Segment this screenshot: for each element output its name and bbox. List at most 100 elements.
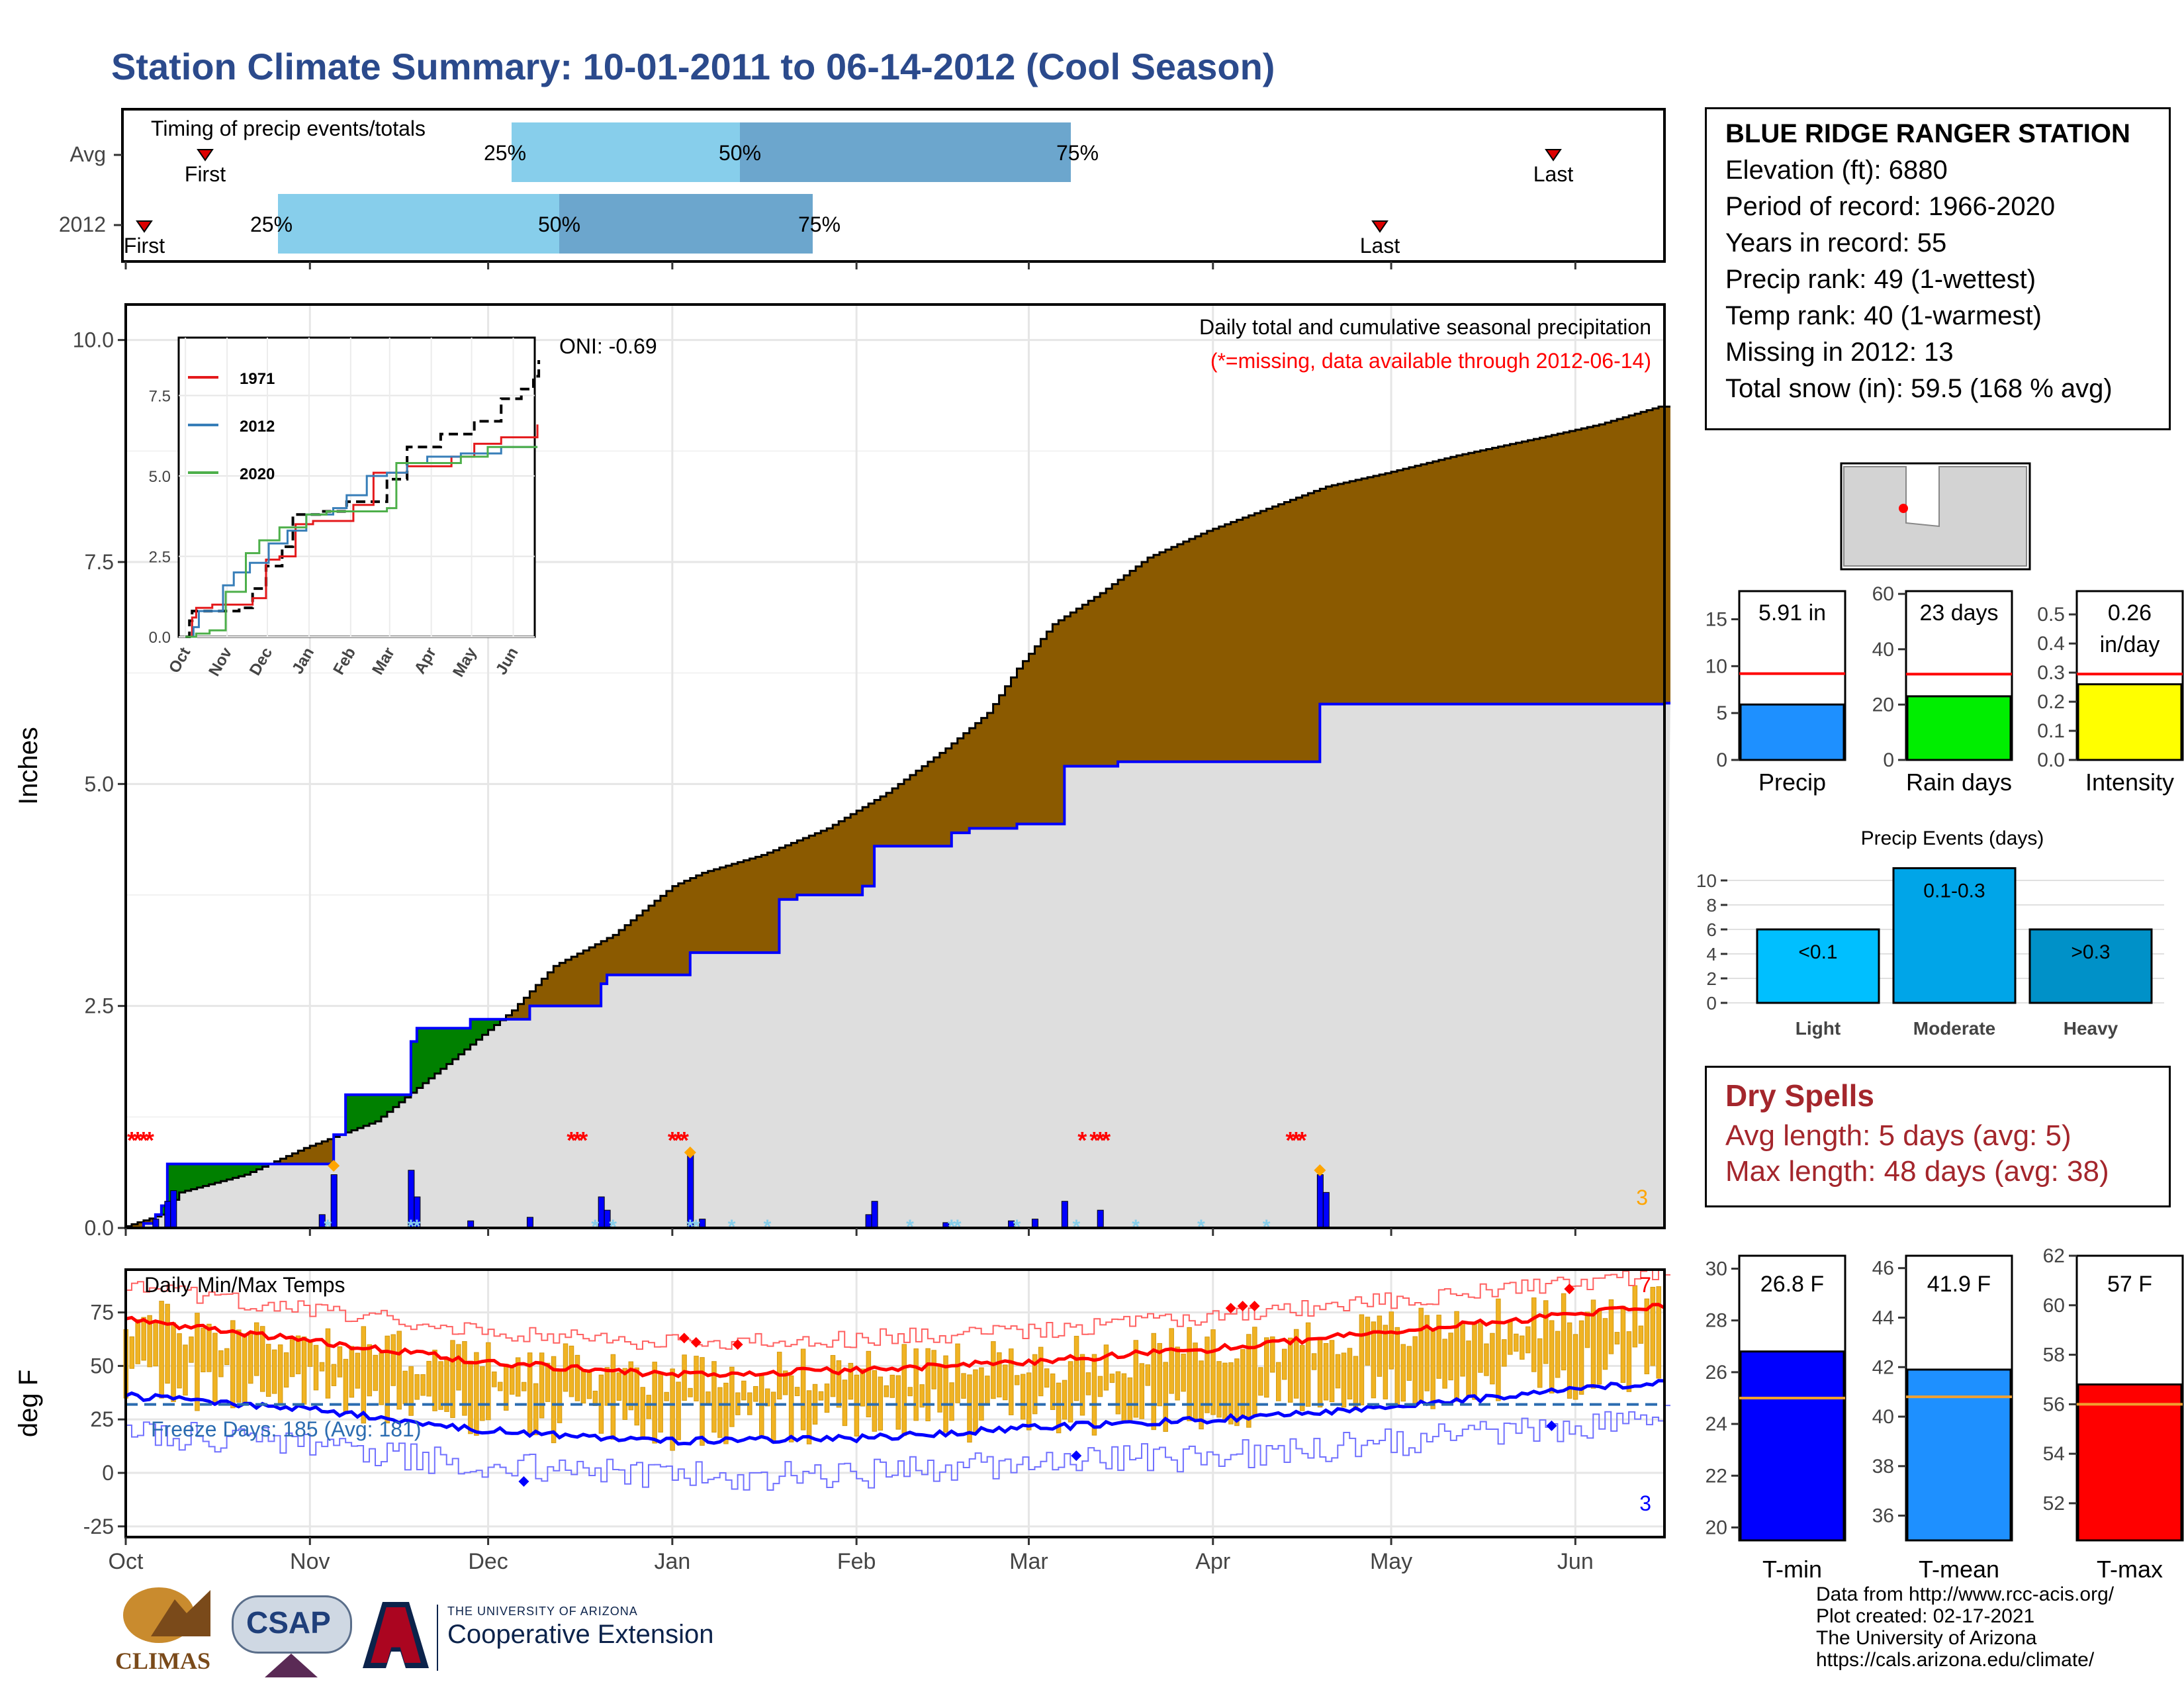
daily-temp-bar <box>521 1382 527 1391</box>
missing-day-icon: * <box>1101 1127 1111 1154</box>
precip-surplus-area <box>179 1164 186 1193</box>
temp-bar-value-label: 57 F <box>2107 1272 2152 1297</box>
daily-precip-bar <box>699 1219 706 1229</box>
temp-panel-title: Daily Min/Max Temps <box>144 1273 345 1297</box>
daily-temp-bar <box>1032 1354 1038 1415</box>
daily-temp-bar <box>1323 1342 1329 1401</box>
daily-temp-bar <box>189 1336 194 1363</box>
temp-bar-y-tick-label: 46 <box>1872 1258 1894 1280</box>
month-label: Oct <box>109 1549 144 1574</box>
precip-surplus-area <box>363 1094 370 1126</box>
daily-temp-bar <box>1187 1327 1192 1421</box>
temp-bar-y-tick-label: 28 <box>1706 1310 1727 1332</box>
daily-temp-bar <box>836 1360 842 1408</box>
event-bar <box>1892 867 2017 1004</box>
daily-temp-bar <box>1448 1333 1453 1381</box>
daily-temp-bar <box>1436 1315 1441 1379</box>
last-marker-icon <box>1371 220 1388 233</box>
daily-temp-bar <box>1210 1329 1216 1415</box>
daily-temp-bar <box>1109 1374 1115 1383</box>
daily-temp-bar <box>1305 1322 1311 1407</box>
event-bar <box>1756 928 1880 1004</box>
precip-panel-title: Daily total and cumulative seasonal prec… <box>1199 315 1651 339</box>
events-y-tick-label: 10 <box>1696 870 1717 891</box>
daily-temp-bar <box>1044 1368 1050 1388</box>
daily-temp-bar <box>1650 1287 1656 1366</box>
daily-temp-bar <box>1299 1344 1305 1411</box>
missing-day-icon: * <box>674 1127 683 1154</box>
daily-temp-bar <box>355 1352 361 1389</box>
daily-temp-bar <box>800 1348 806 1430</box>
station-period: Period of record: 1966-2020 <box>1725 192 2056 221</box>
record-high-icon <box>1225 1303 1236 1314</box>
daily-temp-bar <box>1050 1373 1056 1410</box>
csap-wordmark: CSAP <box>246 1605 331 1640</box>
daily-temp-bar <box>545 1362 551 1402</box>
daily-temp-bar <box>1139 1363 1145 1419</box>
daily-temp-bar <box>949 1382 954 1421</box>
daily-temp-bar <box>456 1344 461 1391</box>
daily-temp-bar <box>129 1336 134 1369</box>
freeze-days-label: Freeze Days: 185 (Avg: 181) <box>151 1417 422 1441</box>
events-y-tick-label: 2 <box>1706 968 1717 989</box>
daily-temp-bar <box>967 1374 972 1443</box>
daily-temp-bar <box>492 1371 497 1387</box>
inset-legend-label: 2012 <box>240 418 275 436</box>
daily-temp-bar <box>1460 1323 1465 1377</box>
precip-deficit-area <box>126 406 1670 1228</box>
state-map-icon <box>1843 466 2027 567</box>
summary-bar-name: Rain days <box>1906 769 2012 796</box>
event-category-label: Heavy <box>2064 1018 2118 1039</box>
temp-bar-value-label: 41.9 F <box>1927 1272 1991 1297</box>
daily-temp-bar <box>574 1354 580 1401</box>
daily-temp-bar <box>420 1374 426 1396</box>
daily-temp-bar <box>551 1356 557 1444</box>
daily-temp-bar <box>705 1391 711 1404</box>
summary-y-tick-label: 0.5 <box>2037 604 2065 626</box>
temp-bar-y-tick-label: 44 <box>1872 1307 1894 1329</box>
daily-temp-bar <box>367 1344 373 1397</box>
credit-line: https://cals.arizona.edu/climate/ <box>1816 1649 2095 1671</box>
daily-temp-bar <box>259 1326 265 1392</box>
daily-temp-bar <box>1430 1328 1435 1409</box>
daily-temp-bar <box>1484 1343 1489 1376</box>
station-precip-rank: Precip rank: 49 (1-wettest) <box>1725 265 2036 294</box>
events-y-tick-label: 8 <box>1706 895 1717 915</box>
precip-surplus-area <box>167 1164 174 1207</box>
daily-temp-bar <box>283 1352 289 1388</box>
summary-bar-name: Intensity <box>2085 769 2174 796</box>
month-label: Jun <box>1557 1549 1594 1574</box>
daily-temp-bar <box>1371 1321 1377 1399</box>
daily-temp-bar <box>1193 1342 1198 1419</box>
first-marker-icon <box>136 220 153 233</box>
daily-precip-bar <box>1322 1192 1330 1229</box>
daily-temp-bar <box>700 1357 705 1446</box>
daily-temp-bar <box>165 1303 170 1384</box>
timing-75-label: 75% <box>1056 141 1099 165</box>
daily-temp-bar <box>985 1376 990 1405</box>
temp-bar-y-tick-label: 58 <box>2043 1344 2065 1366</box>
temp-bar-name: T-max <box>2097 1556 2163 1583</box>
csap-cloud-icon <box>232 1595 352 1654</box>
event-bar <box>2028 928 2153 1004</box>
daily-temp-bar <box>670 1368 675 1451</box>
daily-temp-bar <box>895 1375 901 1430</box>
summary-bar-name: Precip <box>1758 769 1826 796</box>
daily-temp-bar <box>1632 1285 1638 1348</box>
daily-temp-bar <box>1329 1340 1335 1403</box>
daily-temp-bar <box>1412 1336 1418 1407</box>
daily-temp-bar <box>1163 1362 1168 1432</box>
daily-temp-bar <box>1478 1323 1483 1373</box>
temp-y-tick-label: 25 <box>90 1407 114 1431</box>
daily-temp-bar <box>634 1367 640 1426</box>
daily-temp-bar <box>498 1382 503 1391</box>
precip-y-tick-label: 10.0 <box>73 328 114 352</box>
daily-temp-bar <box>1073 1336 1079 1401</box>
daily-temp-bar <box>1133 1340 1139 1418</box>
ua-name: THE UNIVERSITY OF ARIZONA <box>447 1605 638 1618</box>
daily-temp-bar <box>438 1361 443 1410</box>
daily-temp-bar <box>1151 1333 1156 1430</box>
daily-temp-bar <box>408 1366 414 1416</box>
daily-temp-bar <box>1406 1346 1412 1381</box>
inset-legend-label: 2020 <box>240 465 275 483</box>
